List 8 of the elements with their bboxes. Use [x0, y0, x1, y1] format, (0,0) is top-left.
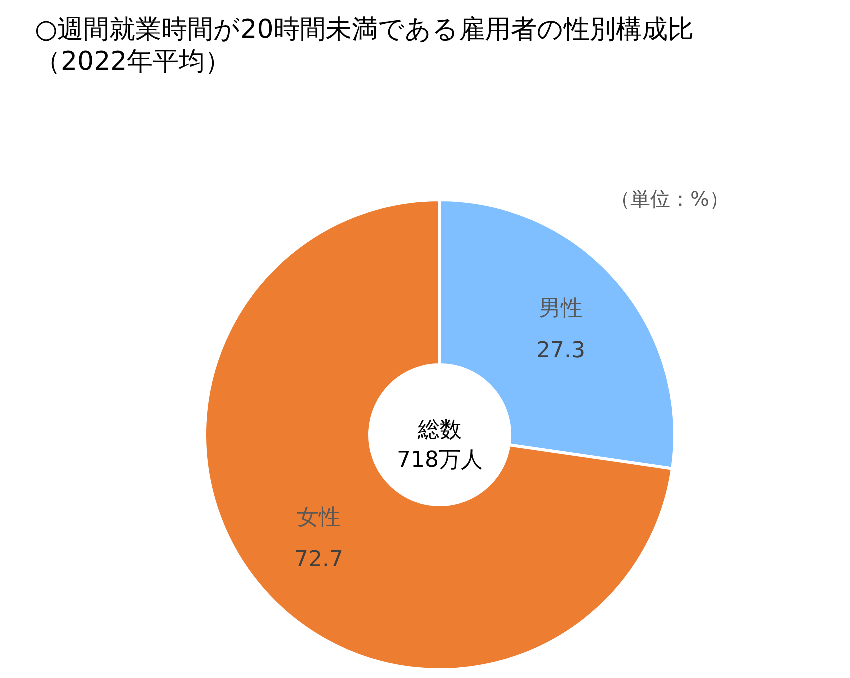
chart-title: ○週間就業時間が20時間未満である雇用者の性別構成比: [35, 15, 694, 45]
slice-label: 男性: [539, 296, 584, 322]
data-label: 27.3: [536, 338, 586, 364]
text: 総数 718万人: [397, 418, 483, 473]
text: （単位：%）: [610, 187, 730, 211]
chart-subtitle: （2022年平均）: [35, 47, 232, 77]
data-label: 72.7: [294, 548, 344, 573]
slice-label: 女性: [296, 506, 341, 531]
